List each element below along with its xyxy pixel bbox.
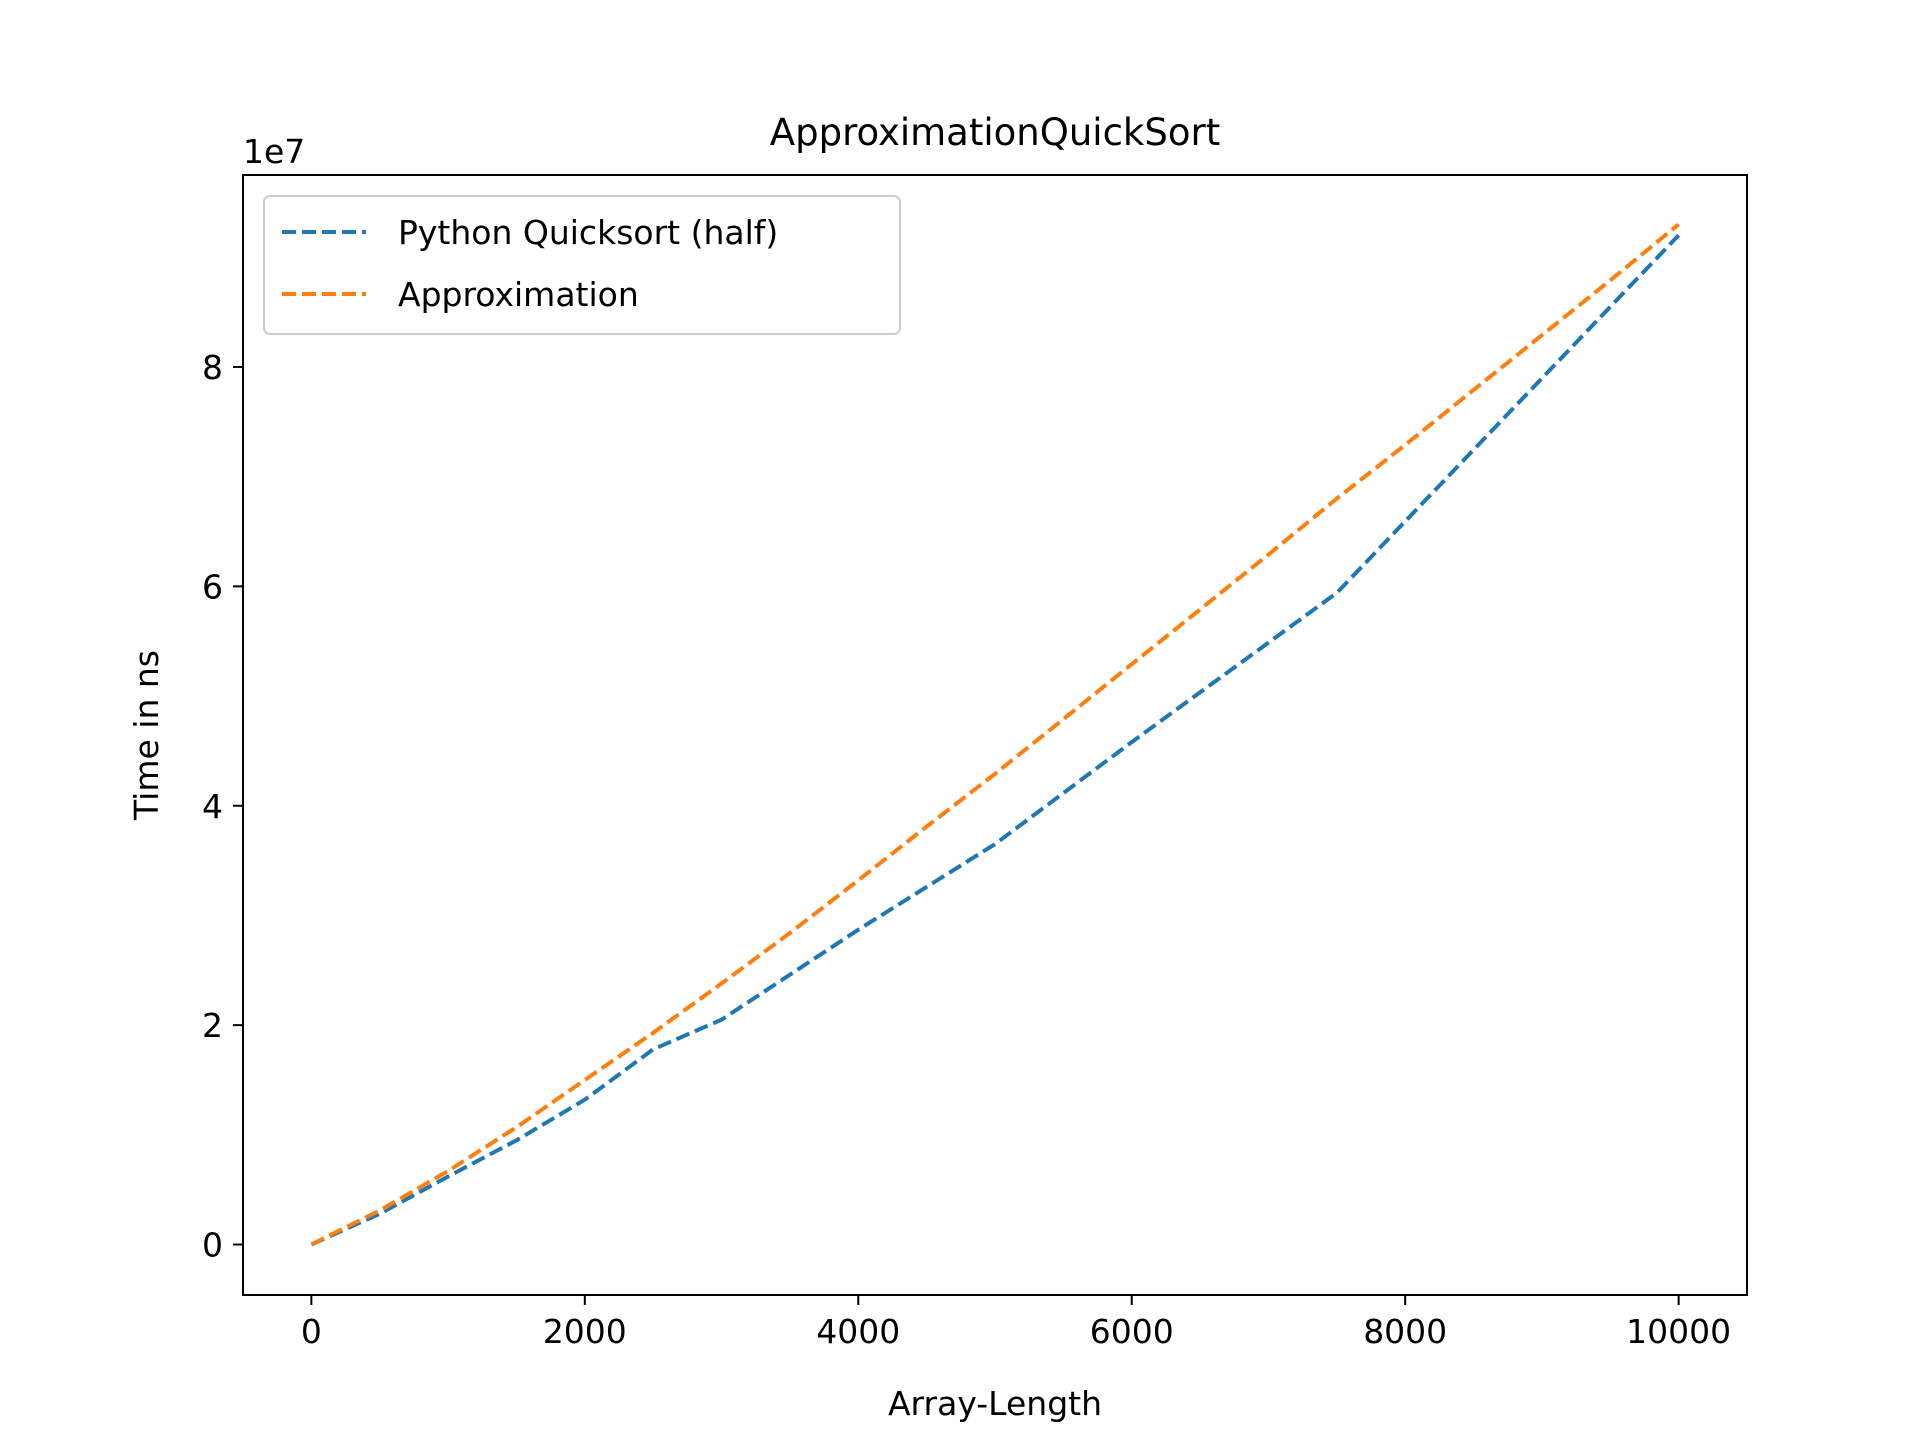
- legend-label-python-quicksort: Python Quicksort (half): [398, 213, 778, 252]
- series-line-approximation: [310, 222, 1680, 1247]
- x-tick-label: 4000: [816, 1312, 900, 1351]
- plot-frame: [242, 174, 1748, 1296]
- chart-title: ApproximationQuickSort: [770, 111, 1220, 154]
- x-tick-label: 8000: [1363, 1312, 1447, 1351]
- x-axis-label: Array-Length: [888, 1384, 1102, 1423]
- y-tick-label: 0: [202, 1226, 223, 1265]
- y-tick-label: 4: [202, 787, 223, 826]
- legend: Python Quicksort (half) Approximation: [263, 195, 901, 335]
- x-tick-label: 2000: [543, 1312, 627, 1351]
- y-tick-label: 8: [202, 348, 223, 387]
- legend-box: [263, 195, 901, 335]
- y-tick-label: 2: [202, 1006, 223, 1045]
- series-layer: [310, 222, 1681, 1247]
- x-axis: 0 2000 4000 6000 8000 10000: [301, 1295, 1731, 1351]
- x-tick-label: 6000: [1090, 1312, 1174, 1351]
- series-line-python-quicksort: [310, 233, 1681, 1247]
- legend-label-approximation: Approximation: [398, 275, 639, 314]
- y-axis: 0 2 4 6 8: [202, 348, 243, 1265]
- x-tick-label: 10000: [1626, 1312, 1731, 1351]
- y-tick-label: 6: [202, 567, 223, 606]
- y-offset-label: 1e7: [243, 132, 305, 171]
- y-axis-label: Time in ns: [127, 650, 166, 821]
- x-tick-label: 0: [301, 1312, 322, 1351]
